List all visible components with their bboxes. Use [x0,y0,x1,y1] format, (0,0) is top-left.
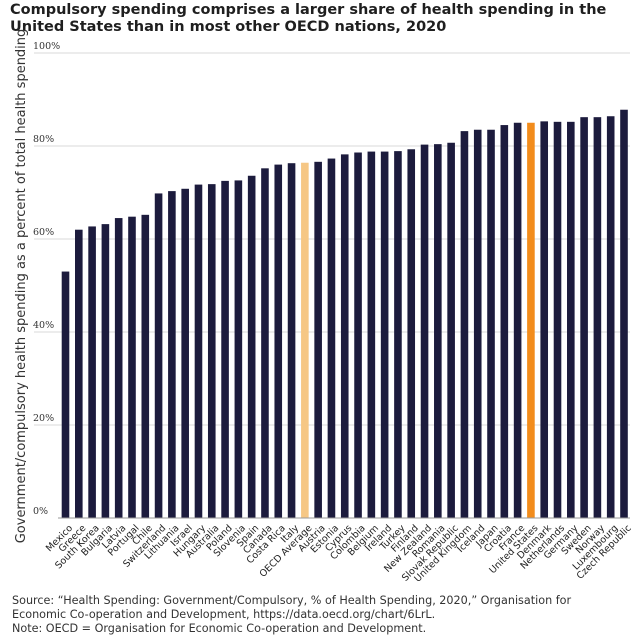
bar-luxembourg [606,116,615,519]
bar-slovak-republic [447,142,455,518]
bar-spain [247,175,256,518]
y-axis-ticks: 0% 20% 40% 60% 80% 100% [33,41,60,517]
y-tick-label: 80% [33,134,54,145]
chart-footer: Source: “Health Spending: Government/Com… [12,594,624,635]
y-tick-label: 60% [33,227,54,238]
bar-norway [593,117,602,519]
y-tick-label: 20% [33,413,54,424]
bar-united-kingdom [460,131,469,518]
bar-israel [181,188,189,518]
bar-czech-republic [620,109,628,518]
bars [61,109,628,519]
bar-costa-rica [274,164,283,518]
chart-title: Compulsory spending comprises a larger s… [10,2,607,35]
bar-netherlands [553,121,562,518]
bar-bulgaria [101,224,110,518]
bar-slovenia [234,180,243,518]
bar-ireland [380,151,389,518]
bar-chile [141,214,150,518]
bar-estonia [327,158,336,518]
bar-france [513,122,522,518]
bar-australia [207,184,216,518]
bar-greece [75,229,83,518]
bar-united-states [527,122,535,518]
abbreviation-note: Note: OECD = Organisation for Economic C… [12,621,427,635]
bar-mexico [61,271,70,518]
bar-new-zealand [420,144,429,519]
bar-colombia [354,152,362,518]
y-tick-label: 100% [33,41,60,52]
bar-turkey [394,151,402,518]
bar-cyprus [340,154,349,518]
bar-hungary [194,184,203,518]
bar-poland [221,180,229,519]
bar-sweden [580,117,588,519]
bar-germany [567,121,575,518]
bar-finland [407,149,416,518]
bar-portugal [128,216,136,518]
bar-austria [314,161,322,518]
y-tick-label: 0% [33,506,48,517]
bar-switzerland [154,193,163,518]
source-note: Source: “Health Spending: Government/Com… [12,594,572,621]
bar-oecd-average [301,162,309,519]
bar-iceland [473,129,482,519]
bar-south-korea [88,226,96,518]
bar-denmark [540,121,549,519]
y-axis-label: Government/compulsory health spending as… [14,29,29,544]
bar-lithuania [168,191,176,519]
bar-italy [287,163,296,518]
bar-latvia [114,218,123,518]
bar-canada [261,168,269,518]
bar-romania [434,144,442,518]
bar-japan [487,129,495,519]
y-tick-label: 40% [33,320,54,331]
bar-belgium [367,151,376,518]
bar-croatia [500,125,509,518]
